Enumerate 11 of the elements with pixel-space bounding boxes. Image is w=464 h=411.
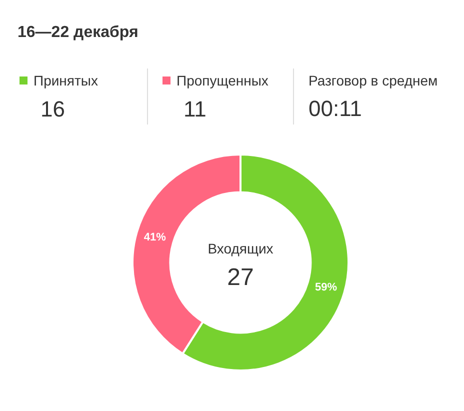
text: 11 [184,96,206,122]
text: 27 [227,264,254,291]
text: Входящих [208,240,274,256]
data-label: 59% [315,281,338,294]
chart-title: 16—22 декабря [18,24,138,41]
data-label: 41% [144,232,166,244]
legend-label: Принятых [34,72,98,88]
text: Разговор в среднем [308,72,438,88]
text: 00:11 [308,96,362,121]
legend-label: Пропущенных [176,72,268,88]
text: 16 [40,96,65,122]
